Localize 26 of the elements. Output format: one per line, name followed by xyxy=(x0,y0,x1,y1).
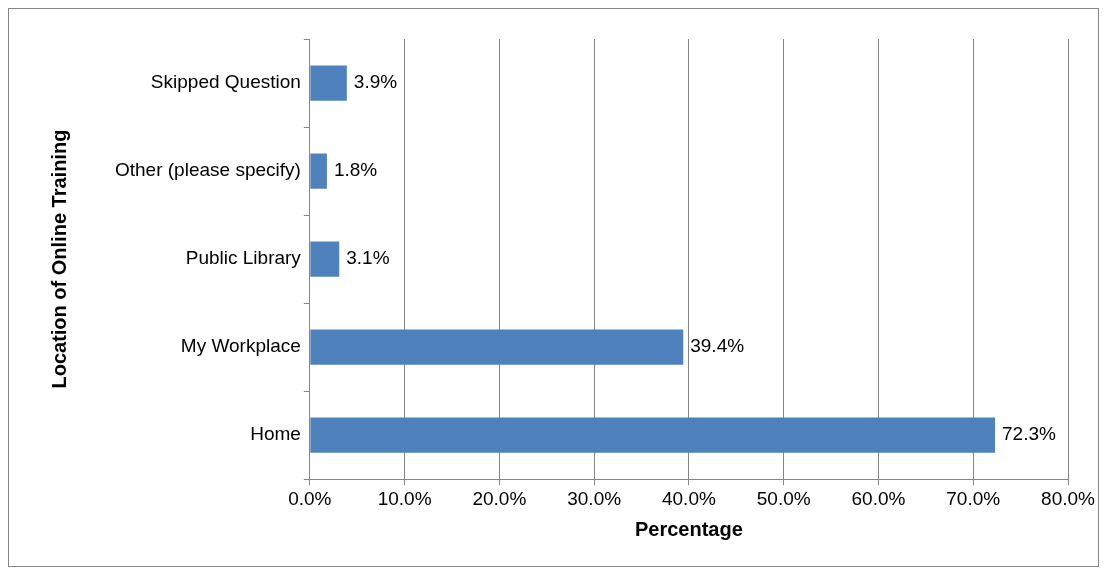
y-tick-label: Home xyxy=(250,423,301,445)
x-tick-label: 40.0% xyxy=(661,487,716,509)
y-tick-label: Public Library xyxy=(185,247,302,269)
data-label: 3.1% xyxy=(346,247,390,269)
x-tick-label: 70.0% xyxy=(946,487,1001,509)
x-tick-label: 80.0% xyxy=(1041,487,1096,509)
data-label: 1.8% xyxy=(333,159,378,181)
x-tick-label: 60.0% xyxy=(851,487,906,509)
y-tick-label: My Workplace xyxy=(180,335,301,357)
x-tick-label: 30.0% xyxy=(567,487,622,509)
y-tick-label: Other (please specify) xyxy=(114,159,301,181)
bar xyxy=(310,241,340,277)
y-axis-title: Location of Online Training xyxy=(47,129,70,389)
bar xyxy=(310,65,347,101)
bar xyxy=(310,417,996,453)
bar xyxy=(310,329,684,365)
data-label: 3.9% xyxy=(353,71,398,93)
x-axis-title: Percentage xyxy=(635,517,743,540)
x-tick-label: 20.0% xyxy=(472,487,527,509)
data-label: 72.3% xyxy=(1002,423,1057,445)
data-label: 39.4% xyxy=(690,335,745,357)
bar xyxy=(310,153,327,189)
x-tick-label: 10.0% xyxy=(377,487,432,509)
x-tick-label: 50.0% xyxy=(756,487,811,509)
y-tick-label: Skipped Question xyxy=(150,71,301,93)
x-tick-label: 0.0% xyxy=(288,487,332,509)
